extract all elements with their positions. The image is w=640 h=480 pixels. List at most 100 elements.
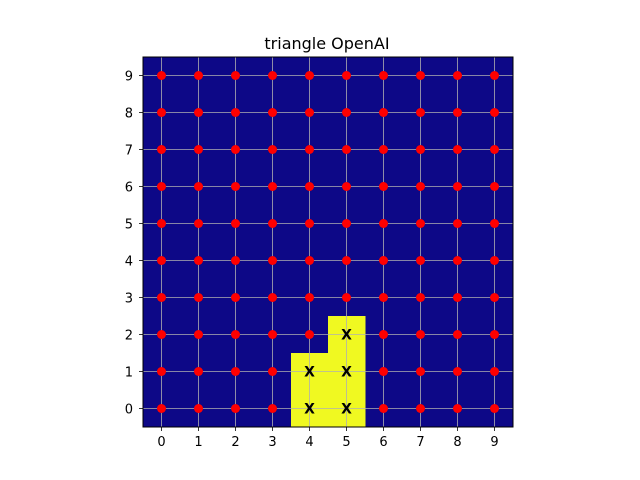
- y-tick-label: 4: [125, 255, 133, 270]
- data-point: [194, 145, 203, 154]
- data-point: [342, 256, 351, 265]
- data-point: [416, 182, 425, 191]
- data-point: [490, 71, 499, 80]
- x-tick-label: 9: [490, 435, 498, 450]
- y-tick-label: 1: [125, 366, 133, 381]
- cell-mark: X: [341, 365, 352, 381]
- data-point: [490, 404, 499, 413]
- data-point: [490, 219, 499, 228]
- y-tick-label: 6: [125, 181, 133, 196]
- data-point: [416, 145, 425, 154]
- data-point: [157, 71, 166, 80]
- data-point: [305, 293, 314, 302]
- data-point: [157, 330, 166, 339]
- data-point: [416, 330, 425, 339]
- data-point: [342, 182, 351, 191]
- data-point: [379, 182, 388, 191]
- plot-frame: [142, 56, 514, 428]
- data-point: [490, 182, 499, 191]
- data-point: [231, 71, 240, 80]
- data-point: [194, 293, 203, 302]
- data-point: [268, 256, 277, 265]
- data-point: [342, 71, 351, 80]
- data-point: [194, 182, 203, 191]
- cell-mark: X: [341, 402, 352, 418]
- cell-mark: X: [341, 328, 352, 344]
- data-point: [379, 367, 388, 376]
- data-point: [231, 330, 240, 339]
- data-point: [379, 145, 388, 154]
- data-point: [342, 219, 351, 228]
- data-point: [305, 219, 314, 228]
- data-point: [453, 219, 462, 228]
- data-point: [342, 145, 351, 154]
- y-tick-label: 8: [125, 107, 133, 122]
- data-point: [453, 145, 462, 154]
- y-tick-label: 3: [125, 292, 133, 307]
- data-point: [194, 219, 203, 228]
- data-point: [305, 330, 314, 339]
- data-point: [416, 219, 425, 228]
- x-tick-label: 6: [379, 435, 387, 450]
- data-point: [379, 330, 388, 339]
- data-point: [342, 293, 351, 302]
- data-point: [268, 293, 277, 302]
- x-tick-label: 7: [416, 435, 424, 450]
- data-point: [268, 330, 277, 339]
- cell-mark: X: [304, 402, 315, 418]
- y-tick-label: 9: [125, 70, 133, 85]
- data-point: [194, 108, 203, 117]
- data-point: [268, 219, 277, 228]
- data-point: [490, 108, 499, 117]
- data-point: [231, 367, 240, 376]
- data-point: [416, 71, 425, 80]
- data-point: [194, 71, 203, 80]
- data-point: [194, 404, 203, 413]
- data-point: [194, 367, 203, 376]
- data-point: [157, 367, 166, 376]
- x-tick-label: 3: [268, 435, 276, 450]
- data-point: [416, 367, 425, 376]
- data-point: [194, 256, 203, 265]
- data-point: [453, 108, 462, 117]
- data-point: [157, 219, 166, 228]
- data-point: [490, 145, 499, 154]
- data-point: [268, 367, 277, 376]
- data-point: [379, 71, 388, 80]
- data-point: [231, 145, 240, 154]
- x-tick-label: 1: [194, 435, 202, 450]
- data-point: [416, 404, 425, 413]
- data-point: [453, 330, 462, 339]
- data-point: [342, 108, 351, 117]
- data-point: [231, 256, 240, 265]
- data-point: [268, 404, 277, 413]
- data-point: [453, 256, 462, 265]
- data-point: [453, 404, 462, 413]
- data-point: [379, 108, 388, 117]
- data-point: [416, 108, 425, 117]
- data-point: [453, 293, 462, 302]
- data-point: [379, 404, 388, 413]
- data-point: [305, 256, 314, 265]
- data-point: [157, 404, 166, 413]
- data-point: [194, 330, 203, 339]
- x-tick-label: 4: [305, 435, 313, 450]
- x-tick-label: 5: [342, 435, 350, 450]
- y-tick-label: 7: [125, 144, 133, 159]
- data-point: [379, 219, 388, 228]
- data-point: [305, 145, 314, 154]
- data-point: [231, 182, 240, 191]
- data-point: [453, 71, 462, 80]
- data-point: [305, 71, 314, 80]
- data-point: [490, 293, 499, 302]
- data-point: [490, 330, 499, 339]
- data-point: [157, 293, 166, 302]
- data-point: [268, 182, 277, 191]
- x-tick-label: 2: [231, 435, 239, 450]
- y-tick-label: 2: [125, 329, 133, 344]
- data-point: [231, 108, 240, 117]
- x-tick-label: 0: [157, 435, 165, 450]
- data-point: [157, 182, 166, 191]
- y-tick-label: 0: [125, 403, 133, 418]
